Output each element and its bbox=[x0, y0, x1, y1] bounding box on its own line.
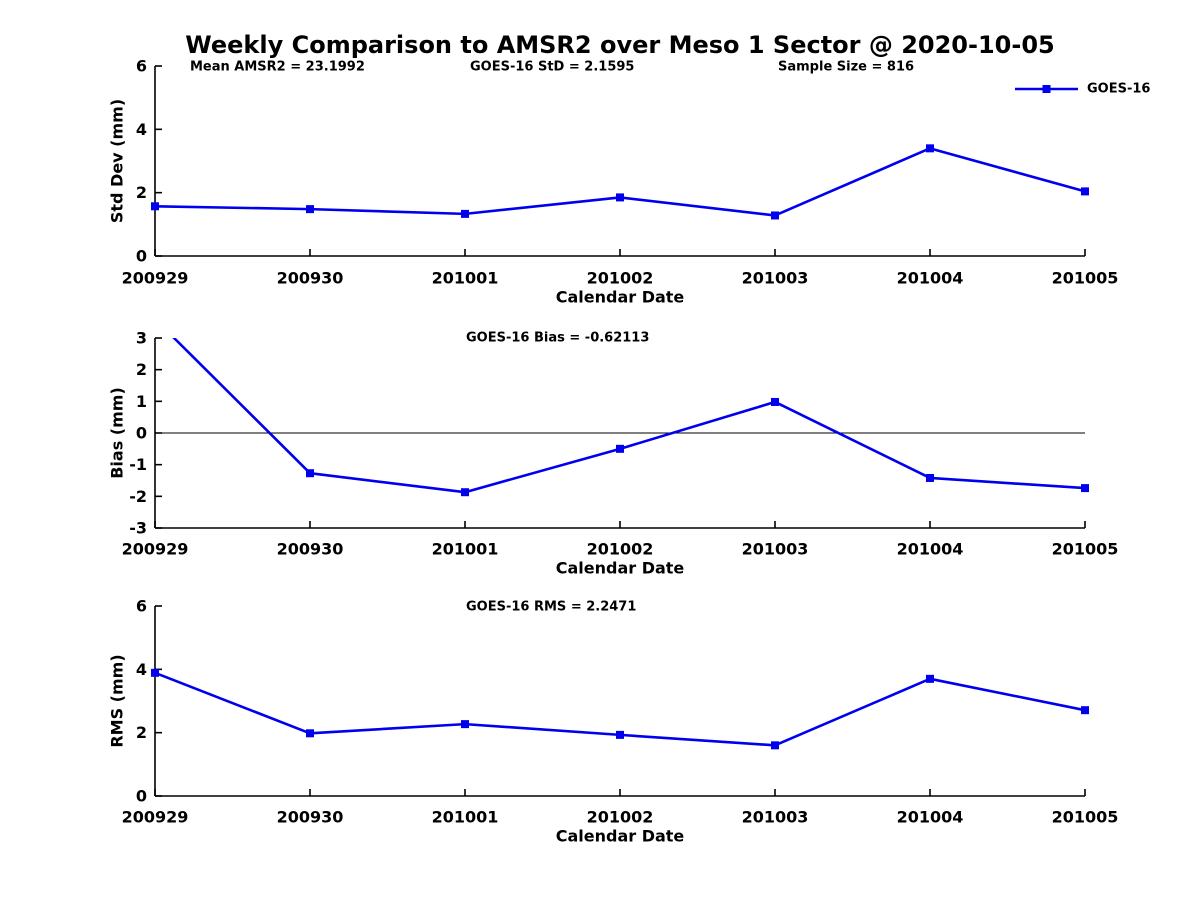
data-marker bbox=[1081, 484, 1089, 493]
data-marker bbox=[926, 473, 934, 482]
legend: GOES-16 bbox=[1015, 82, 1150, 97]
y-tick-label: -2 bbox=[129, 487, 147, 506]
x-tick-label: 201003 bbox=[742, 269, 809, 288]
data-marker bbox=[926, 674, 934, 683]
data-marker bbox=[461, 488, 469, 497]
x-axis-label: Calendar Date bbox=[556, 559, 685, 578]
data-marker bbox=[926, 144, 934, 153]
y-tick-label: 4 bbox=[136, 660, 147, 679]
series-group bbox=[151, 315, 1089, 497]
y-tick-label: 2 bbox=[136, 183, 147, 202]
x-tick-label: 201001 bbox=[432, 540, 499, 559]
data-line bbox=[154, 147, 1086, 217]
x-axis-label: Calendar Date bbox=[556, 288, 685, 307]
y-tick-label: 1 bbox=[136, 392, 147, 411]
subplot-1: -3 -2 -1 0 1 2 3 200929 200930 201001 201002 201003… bbox=[108, 315, 1119, 578]
x-tick-label: 201004 bbox=[897, 540, 964, 559]
data-marker bbox=[306, 469, 314, 478]
x-tick-label: 201003 bbox=[742, 808, 809, 827]
y-tick-label: 4 bbox=[136, 120, 147, 139]
subplot-2: 0 2 4 6 200929 200930 201001 201002 201003 201004… bbox=[108, 597, 1119, 846]
y-axis-label: RMS (mm) bbox=[108, 654, 127, 747]
x-tick-label: 200929 bbox=[122, 808, 189, 827]
y-tick-label: 0 bbox=[136, 247, 147, 266]
x-tick-label: 201003 bbox=[742, 540, 809, 559]
chart-title: Weekly Comparison to AMSR2 over Meso 1 S… bbox=[185, 31, 1055, 59]
y-tick-label: -1 bbox=[129, 455, 147, 474]
series-group bbox=[151, 144, 1089, 220]
data-marker bbox=[771, 741, 779, 750]
annotation: GOES-16 RMS = 2.2471 bbox=[466, 600, 636, 615]
y-tick-label: 0 bbox=[136, 787, 147, 806]
data-marker bbox=[1081, 187, 1089, 196]
x-tick-label: 201001 bbox=[432, 269, 499, 288]
y-tick-label: 2 bbox=[136, 360, 147, 379]
x-tick-label: 201002 bbox=[587, 808, 654, 827]
subplot-0: 0 2 4 6 200929 200930 201001 201002 201003 201004… bbox=[108, 57, 1119, 307]
x-tick-label: 201005 bbox=[1052, 540, 1119, 559]
y-tick-label: 2 bbox=[136, 723, 147, 742]
data-marker bbox=[306, 729, 314, 738]
annotation: Sample Size = 816 bbox=[778, 60, 914, 75]
y-tick-label: -3 bbox=[129, 519, 147, 538]
x-tick-label: 200930 bbox=[277, 808, 344, 827]
x-tick-label: 201002 bbox=[587, 269, 654, 288]
data-marker bbox=[461, 209, 469, 218]
x-tick-label: 201004 bbox=[897, 269, 964, 288]
y-tick-label: 6 bbox=[136, 57, 147, 76]
x-axis-label: Calendar Date bbox=[556, 827, 685, 846]
x-tick-label: 201002 bbox=[587, 540, 654, 559]
annotation: GOES-16 StD = 2.1595 bbox=[470, 60, 634, 75]
data-marker bbox=[616, 444, 624, 453]
data-marker bbox=[771, 211, 779, 220]
series-group bbox=[151, 668, 1089, 750]
x-tick-label: 201004 bbox=[897, 808, 964, 827]
annotation: GOES-16 Bias = -0.62113 bbox=[466, 331, 649, 346]
x-tick-label: 200929 bbox=[122, 269, 189, 288]
data-marker bbox=[1081, 706, 1089, 715]
x-tick-label: 200929 bbox=[122, 540, 189, 559]
legend-label: GOES-16 bbox=[1087, 82, 1150, 97]
data-marker bbox=[151, 202, 159, 211]
data-marker bbox=[616, 193, 624, 202]
y-axis-label: Bias (mm) bbox=[108, 387, 127, 479]
x-tick-label: 200930 bbox=[277, 540, 344, 559]
data-marker bbox=[306, 205, 314, 214]
y-tick-label: 0 bbox=[136, 424, 147, 443]
y-tick-label: 6 bbox=[136, 597, 147, 616]
data-marker bbox=[771, 397, 779, 406]
y-axis-label: Std Dev (mm) bbox=[108, 99, 127, 223]
data-marker bbox=[151, 668, 159, 677]
annotation: Mean AMSR2 = 23.1992 bbox=[190, 60, 365, 75]
x-tick-label: 200930 bbox=[277, 269, 344, 288]
x-tick-label: 201001 bbox=[432, 808, 499, 827]
data-marker bbox=[616, 730, 624, 739]
y-tick-label: 3 bbox=[136, 329, 147, 348]
data-marker bbox=[151, 315, 159, 323]
data-marker bbox=[461, 720, 469, 729]
x-tick-label: 201005 bbox=[1052, 269, 1119, 288]
x-tick-label: 201005 bbox=[1052, 808, 1119, 827]
legend-marker bbox=[1042, 85, 1051, 93]
